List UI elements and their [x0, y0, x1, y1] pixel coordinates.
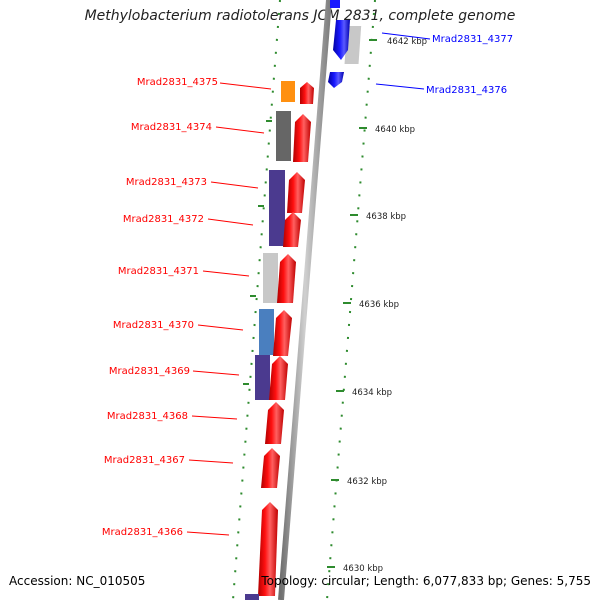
gene-arrow	[333, 20, 350, 60]
forward-genes	[258, 82, 314, 596]
inner-dotted-ring	[232, 0, 281, 600]
scale-tick-label: 4634 kbp	[352, 388, 392, 398]
cog-bars	[255, 81, 295, 400]
cog-bar	[269, 170, 285, 246]
gene-label[interactable]: Mrad2831_4374	[131, 122, 212, 133]
gene-arrow	[328, 72, 344, 88]
gene-label[interactable]: Mrad2831_4375	[137, 77, 218, 88]
gene-labels-right: Mrad2831_4377 Mrad2831_4376	[426, 34, 513, 96]
gene-arrow[interactable]	[277, 254, 296, 303]
cog-bar	[276, 111, 291, 161]
gene-mrad2831-4376[interactable]	[328, 72, 344, 88]
gene-arrow[interactable]	[258, 502, 278, 596]
scale-tick-label: 4632 kbp	[347, 477, 387, 487]
cog-bar	[245, 594, 259, 600]
outer-dotted-ring	[326, 0, 376, 600]
gene-label[interactable]: Mrad2831_4370	[113, 320, 194, 331]
cog-bar	[259, 309, 274, 355]
map-title: Methylobacterium radiotolerans JCM 2831,…	[84, 8, 516, 24]
scale-tick-label: 4638 kbp	[366, 212, 406, 222]
gene-arrow[interactable]	[265, 402, 284, 444]
scale-tick-label: 4642 kbp	[387, 37, 427, 47]
gene-label[interactable]: Mrad2831_4366	[102, 527, 183, 538]
gene-arrow[interactable]	[269, 356, 288, 400]
gene-label[interactable]: Mrad2831_4372	[123, 214, 204, 225]
gene-leader-lines	[186, 82, 272, 536]
inner-ring-ticks	[243, 120, 272, 385]
gene-arrow[interactable]	[273, 310, 292, 356]
gene-label[interactable]: Mrad2831_4373	[126, 177, 207, 188]
cog-bar	[255, 355, 270, 400]
gene-leader-lines-right	[375, 32, 431, 90]
gene-label[interactable]: Mrad2831_4368	[107, 411, 188, 422]
cog-bar	[281, 81, 295, 102]
gene-arrow[interactable]	[293, 114, 311, 162]
accession-text: Accession: NC_010505	[9, 574, 146, 588]
scale-tick-label: 4636 kbp	[359, 300, 399, 310]
gene-labels-left: Mrad2831_4375 Mrad2831_4374 Mrad2831_437…	[102, 77, 218, 538]
gene-label[interactable]: Mrad2831_4377	[432, 34, 513, 45]
scale-tick-label: 4640 kbp	[375, 125, 415, 135]
topology-summary: Topology: circular; Length: 6,077,833 bp…	[261, 574, 591, 588]
genome-backbone	[278, 0, 332, 600]
gene-label[interactable]: Mrad2831_4369	[109, 366, 190, 377]
gene-arrow[interactable]	[300, 82, 314, 104]
cog-bar	[263, 253, 278, 303]
gene-label[interactable]: Mrad2831_4371	[118, 266, 199, 277]
gene-label[interactable]: Mrad2831_4367	[104, 455, 185, 466]
gene-arrow[interactable]	[261, 448, 280, 488]
scale-ticks: 4642 kbp 4640 kbp 4638 kbp 4636 kbp 4634…	[327, 37, 427, 574]
gene-arrow[interactable]	[283, 212, 301, 247]
gene-arrow[interactable]	[287, 172, 305, 213]
scale-tick-label: 4630 kbp	[343, 564, 383, 574]
gene-label[interactable]: Mrad2831_4376	[426, 85, 507, 96]
gene-mrad2831-4377[interactable]	[330, 0, 362, 64]
